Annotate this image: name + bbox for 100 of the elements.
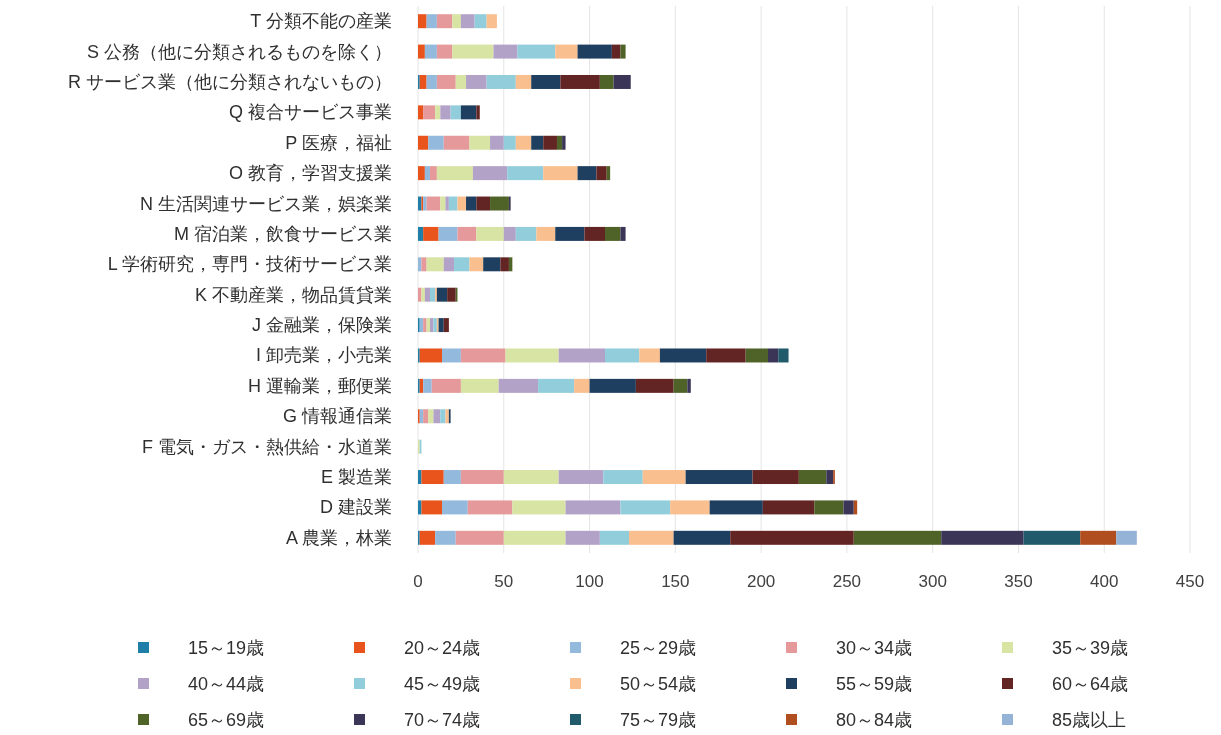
bar: [620, 44, 626, 59]
bar: [421, 257, 427, 272]
bar: [503, 470, 559, 485]
bar: [469, 257, 484, 272]
bar: [460, 14, 475, 29]
legend-label: 70～74歳: [404, 710, 481, 730]
bar: [418, 14, 427, 29]
bar: [448, 196, 458, 211]
bar: [418, 166, 425, 181]
bar: [440, 105, 451, 120]
bar: [430, 287, 436, 302]
bar: [436, 14, 453, 29]
bar: [486, 74, 516, 89]
bar: [635, 378, 674, 393]
bar: [659, 348, 707, 363]
y-tick-label: L 学術研究，専門・技術サービス業: [107, 254, 392, 275]
bar: [443, 135, 470, 150]
bar: [584, 226, 605, 241]
x-tick-label: 100: [575, 572, 604, 591]
bar: [493, 44, 518, 59]
x-tick-label: 150: [661, 572, 690, 591]
bar: [599, 530, 630, 545]
y-tick-label: T 分類不能の産業: [250, 11, 392, 32]
bar: [498, 378, 539, 393]
x-tick-label: 50: [494, 572, 514, 591]
bar: [440, 196, 446, 211]
bar: [452, 44, 494, 59]
bar: [843, 500, 854, 515]
bar: [1023, 530, 1081, 545]
bar: [457, 226, 477, 241]
bar: [445, 196, 449, 211]
bar: [435, 105, 441, 120]
legend-label: 65～69歳: [188, 710, 265, 730]
bar: [450, 105, 461, 120]
y-tick-label: S 公務（他に分類されるものを除く）: [86, 41, 392, 62]
bar: [620, 226, 626, 241]
bar: [687, 378, 691, 393]
bar: [611, 44, 621, 59]
y-tick-label: J 金融業，保険業: [251, 315, 392, 336]
y-tick-label: D 建設業: [320, 497, 392, 518]
bar: [436, 74, 456, 89]
bar: [531, 74, 561, 89]
legend-label: 35～39歳: [1052, 638, 1129, 658]
legend-label: 45～49歳: [404, 674, 481, 694]
bar: [642, 470, 686, 485]
bar: [452, 14, 461, 29]
bar: [762, 500, 815, 515]
bar: [565, 530, 600, 545]
bar: [438, 318, 444, 333]
bar: [613, 74, 631, 89]
bar: [466, 196, 477, 211]
bar: [596, 166, 607, 181]
bar: [639, 348, 660, 363]
bar: [565, 500, 621, 515]
bar: [555, 226, 585, 241]
bar: [436, 166, 473, 181]
y-tick-label: P 医療，福祉: [285, 132, 392, 153]
bar: [505, 348, 559, 363]
bar: [605, 348, 640, 363]
bar: [503, 135, 516, 150]
bar: [469, 135, 491, 150]
bar: [1116, 530, 1137, 545]
bar: [426, 196, 441, 211]
bar: [558, 348, 605, 363]
bar: [490, 135, 504, 150]
legend-label: 50～54歳: [620, 674, 697, 694]
bar: [767, 348, 779, 363]
bar: [706, 348, 746, 363]
bar: [418, 44, 425, 59]
bar: [423, 226, 439, 241]
bar: [433, 409, 441, 424]
bar: [440, 409, 446, 424]
bar: [603, 470, 643, 485]
bar: [419, 530, 436, 545]
bar: [515, 226, 537, 241]
bar: [490, 196, 509, 211]
bar: [536, 226, 556, 241]
bar: [629, 530, 674, 545]
bar: [538, 378, 575, 393]
bar: [442, 348, 461, 363]
bar: [472, 166, 508, 181]
bar: [814, 500, 844, 515]
bar: [424, 166, 431, 181]
x-tick-label: 0: [413, 572, 423, 591]
x-tick-label: 400: [1090, 572, 1119, 591]
y-tick-label: H 運輸業，郵便業: [248, 375, 392, 396]
y-tick-label: Q 複合サービス事業: [228, 102, 392, 123]
bar: [443, 318, 449, 333]
bar: [435, 530, 456, 545]
bar: [474, 14, 487, 29]
legend-label: 25～29歳: [620, 638, 697, 658]
bar: [421, 470, 444, 485]
bar: [512, 500, 566, 515]
bar: [423, 105, 436, 120]
y-tick-label: M 宿泊業，飲食サービス業: [174, 223, 392, 244]
x-tick-label: 200: [746, 572, 776, 591]
bar: [423, 378, 432, 393]
bar: [460, 378, 499, 393]
bar: [455, 530, 504, 545]
x-tick-label: 350: [1004, 572, 1033, 591]
